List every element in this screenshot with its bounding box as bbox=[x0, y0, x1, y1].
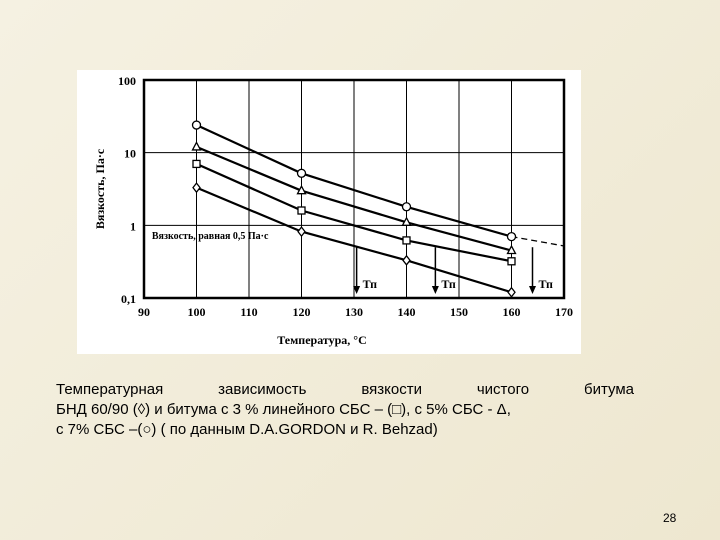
series-line-square bbox=[196, 162, 512, 263]
tp-label: Тп bbox=[539, 277, 554, 291]
data-point-square bbox=[402, 236, 411, 245]
data-point-triangle bbox=[191, 141, 202, 151]
y-tick-label: 100 bbox=[118, 74, 136, 88]
tp-label: Тп bbox=[363, 277, 378, 291]
caption-line-1: Температурная зависимость вязкости чисто… bbox=[56, 380, 634, 400]
tp-arrow-head bbox=[431, 286, 439, 294]
figure-caption: Температурная зависимость вязкости чисто… bbox=[56, 380, 634, 440]
tp-arrow-head bbox=[529, 286, 536, 294]
reference-line-label: Вязкость, равная 0,5 Па·с bbox=[152, 231, 269, 242]
x-tick-label: 100 bbox=[188, 305, 206, 319]
viscosity-chart: 90 100 110 120 130 140 150 160 170 100 10 1 0,1 Темпе… bbox=[93, 74, 573, 347]
series-line-diamond bbox=[196, 186, 512, 294]
caption-word: зависимость bbox=[218, 381, 307, 398]
data-point-diamond bbox=[297, 226, 306, 238]
data-point-triangle bbox=[506, 244, 517, 255]
data-point-circle bbox=[506, 231, 517, 242]
page-number: 28 bbox=[663, 511, 677, 525]
figure-panel: 90 100 110 120 130 140 150 160 170 100 10 1 0,1 Темпе… bbox=[77, 70, 581, 354]
data-point-diamond bbox=[192, 182, 201, 194]
tp-arrow-head bbox=[353, 286, 361, 294]
data-point-circle bbox=[401, 202, 412, 212]
x-tick-label: 110 bbox=[240, 305, 257, 319]
x-tick-label: 130 bbox=[345, 305, 363, 319]
plot-frame bbox=[142, 78, 566, 300]
caption-word: вязкости bbox=[361, 381, 422, 398]
y-tick-label: 0,1 bbox=[121, 292, 136, 306]
tp-label: Тп bbox=[441, 277, 456, 291]
data-point-square bbox=[192, 159, 201, 169]
x-tick-label: 170 bbox=[555, 305, 573, 319]
y-axis-label: Вязкость, Па·с bbox=[93, 148, 107, 229]
caption-word: чистого bbox=[476, 381, 530, 398]
series-line-circle bbox=[196, 124, 512, 238]
x-tick-label: 160 bbox=[503, 305, 521, 319]
data-point-triangle bbox=[401, 216, 412, 226]
series-extrapolation-circle bbox=[511, 235, 565, 247]
data-point-diamond bbox=[402, 254, 411, 266]
data-point-square bbox=[507, 257, 516, 266]
x-tick-label: 150 bbox=[450, 305, 468, 319]
caption-word: Температурная bbox=[56, 381, 164, 398]
y-tick-label: 10 bbox=[124, 147, 136, 161]
data-point-diamond bbox=[507, 286, 516, 298]
caption-word: битума bbox=[583, 381, 634, 398]
data-point-triangle bbox=[296, 184, 307, 195]
x-axis-label: Температура, °С bbox=[277, 333, 367, 347]
x-tick-label: 140 bbox=[398, 305, 416, 319]
data-point-square bbox=[297, 206, 306, 215]
y-tick-label: 1 bbox=[130, 219, 136, 233]
series-line-triangle bbox=[196, 145, 512, 252]
data-point-circle bbox=[296, 168, 307, 178]
caption-line-3: с 7% СБС –(○) ( по данным D.A.GORDON и R… bbox=[56, 421, 438, 438]
x-tick-label: 120 bbox=[293, 305, 311, 319]
caption-line-2: БНД 60/90 (◊) и битума с 3 % линейного С… bbox=[56, 401, 511, 418]
data-point-circle bbox=[191, 120, 202, 130]
x-tick-label: 90 bbox=[138, 305, 150, 319]
